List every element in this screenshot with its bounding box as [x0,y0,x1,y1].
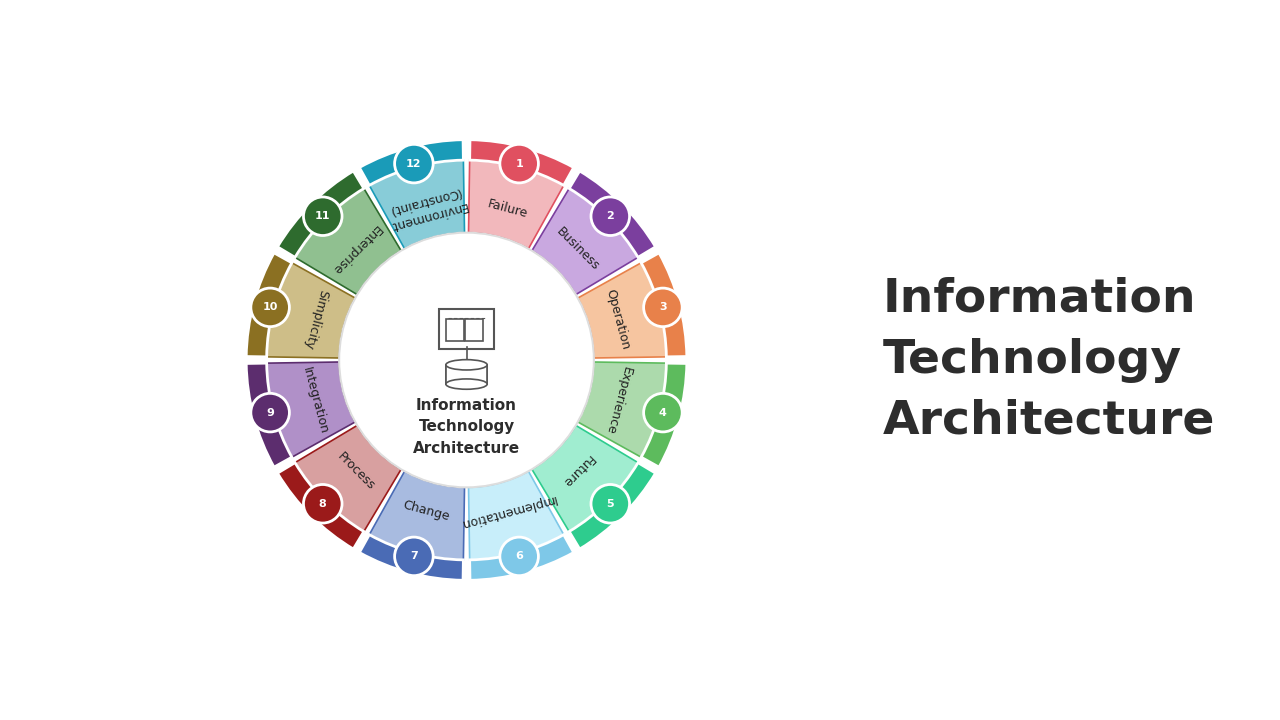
Wedge shape [641,363,687,467]
Text: Information
Technology
Architecture: Information Technology Architecture [413,398,520,456]
Wedge shape [278,171,364,257]
Wedge shape [294,189,401,294]
Circle shape [251,393,289,432]
Wedge shape [532,426,637,531]
Circle shape [394,144,433,183]
Wedge shape [470,140,573,185]
Wedge shape [360,535,463,580]
Wedge shape [470,535,573,580]
Text: 3: 3 [659,302,667,312]
FancyBboxPatch shape [447,320,465,341]
Ellipse shape [445,360,488,370]
Text: 8: 8 [319,499,326,509]
Text: Future: Future [558,452,596,490]
Wedge shape [266,263,356,358]
FancyBboxPatch shape [439,309,494,349]
Text: 7: 7 [410,552,417,562]
Wedge shape [266,362,356,457]
Wedge shape [278,463,364,549]
Circle shape [500,144,539,183]
Wedge shape [370,160,465,248]
Wedge shape [577,263,667,358]
Text: Experience: Experience [603,365,634,436]
Wedge shape [570,463,655,549]
Text: Business: Business [553,225,602,274]
Text: Process: Process [334,449,378,492]
Text: 1: 1 [516,158,524,168]
Wedge shape [370,472,465,560]
Wedge shape [468,160,563,248]
Text: 2: 2 [607,211,614,221]
Text: 9: 9 [266,408,274,418]
Text: 4: 4 [659,408,667,418]
Wedge shape [246,253,292,357]
Wedge shape [294,426,401,531]
Text: 5: 5 [607,499,614,509]
Circle shape [591,197,630,235]
Text: Integration: Integration [300,366,330,436]
Text: Information
Technology
Architecture: Information Technology Architecture [883,276,1215,444]
Text: 12: 12 [406,158,421,168]
FancyBboxPatch shape [445,365,488,384]
Circle shape [644,393,682,432]
Ellipse shape [445,379,488,390]
Wedge shape [360,140,463,185]
Text: 11: 11 [315,211,330,221]
Circle shape [303,485,342,523]
Wedge shape [577,362,667,457]
Text: Enterprise: Enterprise [329,222,383,276]
Text: Implementation: Implementation [457,492,557,531]
Circle shape [500,537,539,576]
Text: Simplicity: Simplicity [301,288,329,351]
Text: Failure: Failure [485,197,529,220]
Circle shape [591,485,630,523]
FancyBboxPatch shape [466,320,484,341]
Circle shape [339,233,594,487]
Wedge shape [246,363,292,467]
Circle shape [251,288,289,327]
Text: 10: 10 [262,302,278,312]
Text: Change: Change [401,499,451,524]
Wedge shape [532,189,637,294]
Circle shape [644,288,682,327]
Wedge shape [468,472,563,560]
Wedge shape [641,253,687,357]
Circle shape [394,537,433,576]
Circle shape [303,197,342,235]
Text: Environment
(Constraint): Environment (Constraint) [384,185,468,233]
Text: 6: 6 [515,552,524,562]
Wedge shape [570,171,655,257]
Text: Operation: Operation [604,288,632,351]
